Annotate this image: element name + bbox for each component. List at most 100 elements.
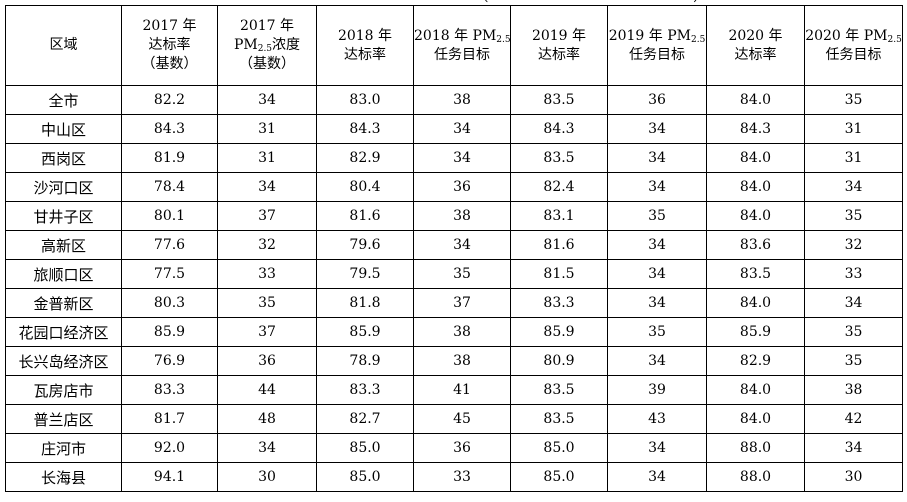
- header-2017-pm25-line3: （基数）: [239, 56, 295, 72]
- header-2019-rate: 2019 年 达标率: [510, 5, 608, 86]
- table-row: 普兰店区 81.7 48 82.7 45 83.5 43 84.0 42: [5, 404, 903, 434]
- cell-rate-2017: 85.9: [121, 317, 218, 347]
- cell-pm25-2017: 32: [217, 230, 317, 260]
- pm25-target-table: 区域 2017 年 达标率 （基数） 2017 年 PM2.5浓度 （基数） 2…: [5, 5, 903, 492]
- cell-pm25-2017: 34: [217, 433, 317, 463]
- header-2017-rate-line3: （基数）: [141, 56, 198, 72]
- table-row: 长海县 94.1 30 85.0 33 85.0 34 88.0 30: [5, 462, 903, 492]
- table-row: 瓦房店市 83.3 44 83.3 41 83.5 39 84.0 38: [5, 375, 903, 405]
- table-row: 长兴岛经济区 76.9 36 78.9 38 80.9 34 82.9 35: [5, 346, 903, 376]
- cell-pm25-2017: 33: [217, 259, 317, 289]
- header-2019-pm25-target-line2: 任务目标: [629, 46, 685, 63]
- pm-subscript: 2.5: [496, 34, 511, 45]
- cell-pm25-target-2018: 36: [413, 433, 511, 463]
- cell-rate-2020: 84.3: [706, 114, 805, 144]
- cell-pm25-target-2020: 31: [804, 143, 903, 173]
- cell-pm25-target-2018: 38: [413, 346, 511, 376]
- cell-pm25-target-2019: 35: [607, 317, 707, 347]
- header-2020-pm25-target-line1: 2020 年 PM2.5: [806, 27, 902, 46]
- caption-left-paren: (: [483, 0, 488, 3]
- cell-rate-2019: 84.3: [510, 114, 608, 144]
- cell-rate-2017: 81.7: [121, 404, 218, 434]
- cell-pm25-target-2019: 34: [607, 433, 707, 463]
- cell-rate-2017: 77.6: [121, 230, 218, 260]
- cell-pm25-target-2020: 35: [804, 317, 903, 347]
- cell-pm25-target-2018: 35: [413, 259, 511, 289]
- cell-rate-2019: 85.0: [510, 462, 608, 492]
- cell-rate-2017: 80.1: [121, 201, 218, 231]
- cell-pm25-target-2018: 38: [413, 85, 511, 115]
- cell-rate-2017: 78.4: [121, 172, 218, 202]
- cell-rate-2017: 84.3: [121, 114, 218, 144]
- cell-pm25-target-2018: 34: [413, 143, 511, 173]
- cell-rate-2020: 84.0: [706, 404, 805, 434]
- cell-rate-2020: 88.0: [706, 462, 805, 492]
- header-2018-pm25-target-line2: 任务目标: [434, 46, 490, 63]
- cell-rate-2018: 79.5: [316, 259, 414, 289]
- cell-pm25-target-2018: 34: [413, 114, 511, 144]
- cell-area: 花园口经济区: [5, 317, 122, 347]
- cell-area: 庄河市: [5, 433, 122, 463]
- cell-rate-2018: 80.4: [316, 172, 414, 202]
- cell-pm25-target-2020: 35: [804, 201, 903, 231]
- pm-year-label: 2019 年 PM: [608, 27, 691, 44]
- table-body: 全市 82.2 34 83.0 38 83.5 36 84.0 35 中山区 84.3 31 84.3 3…: [5, 85, 903, 492]
- cell-area: 金普新区: [5, 288, 122, 318]
- cell-pm25-target-2019: 34: [607, 462, 707, 492]
- pm-subscript: 2.5: [257, 44, 273, 54]
- cell-pm25-target-2018: 33: [413, 462, 511, 492]
- pm-subscript: 2.5: [887, 34, 902, 45]
- header-area-label: 区域: [49, 37, 78, 53]
- cell-pm25-target-2018: 36: [413, 172, 511, 202]
- cell-rate-2018: 85.0: [316, 462, 414, 492]
- header-2018-pm25-target-line1: 2018 年 PM2.5: [415, 27, 511, 46]
- cell-rate-2018: 82.7: [316, 404, 414, 434]
- cell-rate-2019: 83.1: [510, 201, 608, 231]
- cell-pm25-target-2020: 32: [804, 230, 903, 260]
- cell-pm25-target-2019: 36: [607, 85, 707, 115]
- cell-area: 全市: [5, 85, 122, 115]
- cell-area: 长海县: [5, 462, 122, 492]
- cell-pm25-target-2018: 41: [413, 375, 511, 405]
- cell-pm25-2017: 31: [217, 143, 317, 173]
- table-row: 全市 82.2 34 83.0 38 83.5 36 84.0 35: [5, 85, 903, 115]
- cell-pm25-target-2019: 34: [607, 259, 707, 289]
- cell-rate-2018: 81.8: [316, 288, 414, 318]
- cell-rate-2019: 85.0: [510, 433, 608, 463]
- cell-pm25-target-2019: 34: [607, 143, 707, 173]
- cell-rate-2018: 84.3: [316, 114, 414, 144]
- header-2019-rate-line2: 达标率: [538, 46, 580, 63]
- cell-rate-2020: 84.0: [706, 143, 805, 173]
- cell-area: 普兰店区: [5, 404, 122, 434]
- cell-pm25-2017: 37: [217, 317, 317, 347]
- cell-rate-2019: 82.4: [510, 172, 608, 202]
- table-row: 沙河口区 78.4 34 80.4 36 82.4 34 84.0 34: [5, 172, 903, 202]
- table-row: 甘井子区 80.1 37 81.6 38 83.1 35 84.0 35: [5, 201, 903, 231]
- cell-pm25-2017: 37: [217, 201, 317, 231]
- cell-rate-2020: 84.0: [706, 172, 805, 202]
- cell-rate-2018: 79.6: [316, 230, 414, 260]
- cell-rate-2018: 85.0: [316, 433, 414, 463]
- header-2019-pm25-target-line1: 2019 年 PM2.5: [608, 27, 706, 46]
- cell-pm25-target-2018: 45: [413, 404, 511, 434]
- cell-pm25-2017: 34: [217, 85, 317, 115]
- cell-pm25-target-2020: 33: [804, 259, 903, 289]
- cell-pm25-target-2020: 34: [804, 172, 903, 202]
- cell-rate-2018: 81.6: [316, 201, 414, 231]
- header-2017-rate-line2: 达标率: [148, 37, 191, 53]
- header-2018-pm25-target: 2018 年 PM2.5 任务目标: [413, 5, 511, 86]
- header-2019-pm25-target: 2019 年 PM2.5 任务目标: [607, 5, 707, 86]
- header-2020-rate-line1: 2020 年: [728, 27, 783, 44]
- cell-rate-2018: 83.0: [316, 85, 414, 115]
- cell-rate-2019: 81.6: [510, 230, 608, 260]
- header-2020-pm25-target-line2: 任务目标: [825, 46, 882, 63]
- cell-rate-2017: 94.1: [121, 462, 218, 492]
- cell-pm25-2017: 35: [217, 288, 317, 318]
- cell-pm25-target-2018: 37: [413, 288, 511, 318]
- cell-area: 高新区: [5, 230, 122, 260]
- table-row: 庄河市 92.0 34 85.0 36 85.0 34 88.0 34: [5, 433, 903, 463]
- cell-rate-2017: 76.9: [121, 346, 218, 376]
- pm-concentration-label: 浓度: [272, 37, 301, 53]
- cell-rate-2018: 78.9: [316, 346, 414, 376]
- caption-right-paren: ): [693, 0, 698, 3]
